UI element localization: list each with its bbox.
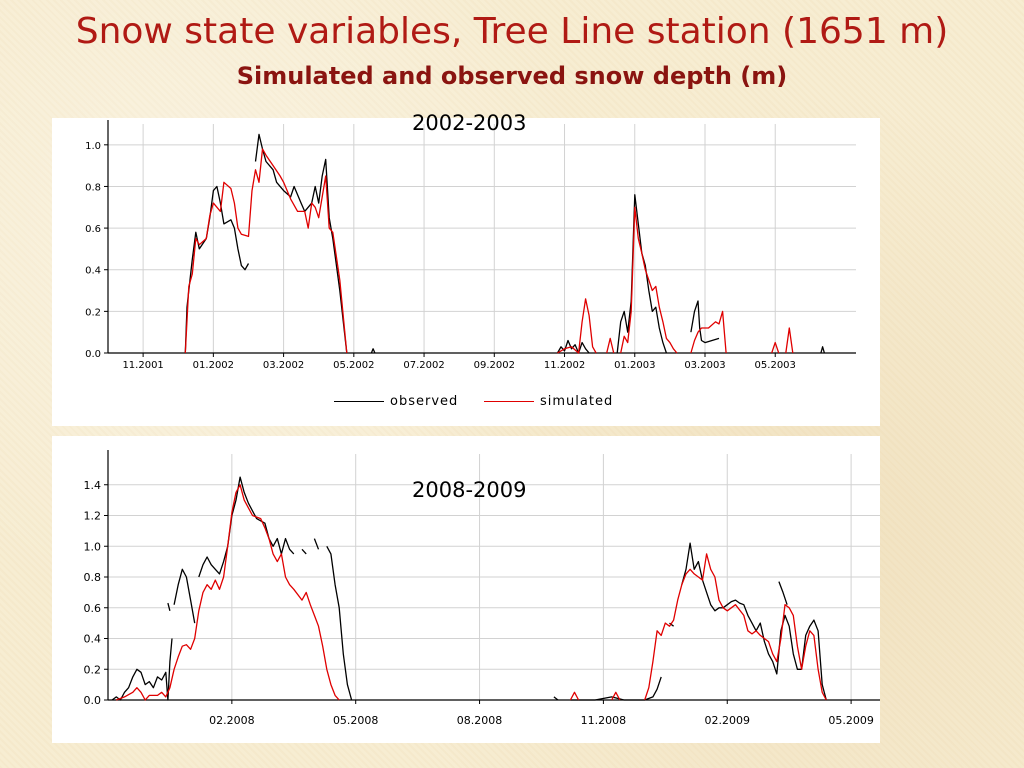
- chart-panel-2008-2009: 0.0 0.2 0.4 0.6 0.8 1.0 1.2 1.4 02.2008 05.2008 08…: [52, 436, 880, 743]
- y-tick-label: 0.4: [85, 266, 101, 277]
- series-line-observed: [616, 194, 668, 354]
- series-line-simulated: [569, 691, 580, 701]
- series-line-observed: [167, 602, 171, 611]
- chart-2008-2009: 0.0 0.2 0.4 0.6 0.8 1.0 1.2 1.4 02.2008 05.2008 08…: [84, 450, 880, 727]
- series-line-observed: [690, 300, 720, 344]
- y-tick-label: 0.8: [84, 571, 102, 584]
- series-line-observed: [553, 696, 559, 701]
- x-tick-label: 05.2003: [755, 360, 796, 371]
- series-line-simulated: [606, 337, 615, 354]
- series-line-observed: [669, 622, 674, 627]
- chart-title: 2008-2009: [412, 478, 527, 502]
- legend-line-observed: [334, 401, 384, 402]
- x-tick-label: 01.2002: [193, 360, 234, 371]
- y-tick-label: 0.8: [85, 182, 101, 193]
- legend-label-observed: observed: [390, 394, 459, 409]
- x-tick-label: 03.2002: [263, 360, 304, 371]
- y-tick-label: 0.2: [84, 663, 102, 676]
- y-tick-label: 0.6: [84, 602, 102, 615]
- series-line-observed: [556, 339, 590, 354]
- series-line-observed: [326, 545, 353, 701]
- x-tick-label: 07.2002: [403, 360, 444, 371]
- series-line-simulated: [557, 298, 597, 354]
- x-tick-label: 05.2002: [333, 360, 374, 371]
- y-tick-label: 0.0: [85, 349, 101, 360]
- y-tick-label: 1.2: [84, 510, 102, 523]
- y-tick-label: 1.0: [84, 540, 102, 553]
- x-tick-label: 02.2008: [209, 714, 255, 727]
- series-line-simulated: [611, 691, 621, 701]
- series-line-observed: [184, 185, 250, 354]
- series-line-observed: [313, 538, 320, 550]
- series-line-simulated: [785, 327, 794, 354]
- y-tick-label: 0.0: [84, 694, 102, 707]
- x-tick-label: 05.2008: [333, 714, 379, 727]
- series-line-simulated: [690, 310, 727, 354]
- series-line-observed: [111, 638, 173, 701]
- slide-title: Snow state variables, Tree Line station …: [75, 11, 949, 52]
- series-line-observed: [173, 568, 196, 624]
- y-tick-label: 1.0: [85, 141, 101, 152]
- series-line-simulated: [184, 148, 348, 354]
- series-line-observed: [301, 548, 307, 555]
- x-tick-label: 11.2001: [122, 360, 163, 371]
- x-tick-label: 05.2009: [828, 714, 874, 727]
- series-line-observed: [681, 542, 827, 701]
- series-line-simulated: [620, 206, 678, 354]
- y-tick-label: 0.2: [85, 307, 101, 318]
- series-line-observed: [254, 133, 348, 354]
- slide-subtitle: Simulated and observed snow depth (m): [236, 62, 788, 90]
- chart-panel-2002-2003: 0.0 0.2 0.4 0.6 0.8 1.0 11.2001 01.2002 03.2002 0…: [52, 111, 880, 426]
- y-tick-label: 1.4: [84, 479, 102, 492]
- series-line-simulated: [116, 484, 340, 701]
- legend-line-simulated: [484, 401, 534, 402]
- series-line-observed: [198, 476, 295, 578]
- x-tick-label: 11.2008: [581, 714, 627, 727]
- x-tick-label: 09.2002: [474, 360, 515, 371]
- chart-title: 2002-2003: [412, 111, 527, 135]
- series-line-observed: [778, 581, 788, 605]
- series-line-observed: [370, 348, 376, 354]
- x-tick-label: 01.2003: [614, 360, 655, 371]
- series-line-observed: [570, 676, 662, 701]
- x-tick-label: 02.2009: [705, 714, 751, 727]
- y-tick-label: 0.6: [85, 224, 101, 235]
- series-line-simulated: [771, 341, 780, 354]
- legend-label-simulated: simulated: [540, 394, 614, 409]
- x-tick-label: 03.2003: [684, 360, 725, 371]
- series-line-observed: [820, 346, 826, 354]
- x-tick-label: 08.2008: [457, 714, 503, 727]
- series-line-simulated: [644, 553, 827, 701]
- chart-2002-2003: 0.0 0.2 0.4 0.6 0.8 1.0 11.2001 01.2002 03.2002 0…: [85, 120, 856, 371]
- x-tick-label: 11.2002: [544, 360, 585, 371]
- y-tick-label: 0.4: [84, 633, 102, 646]
